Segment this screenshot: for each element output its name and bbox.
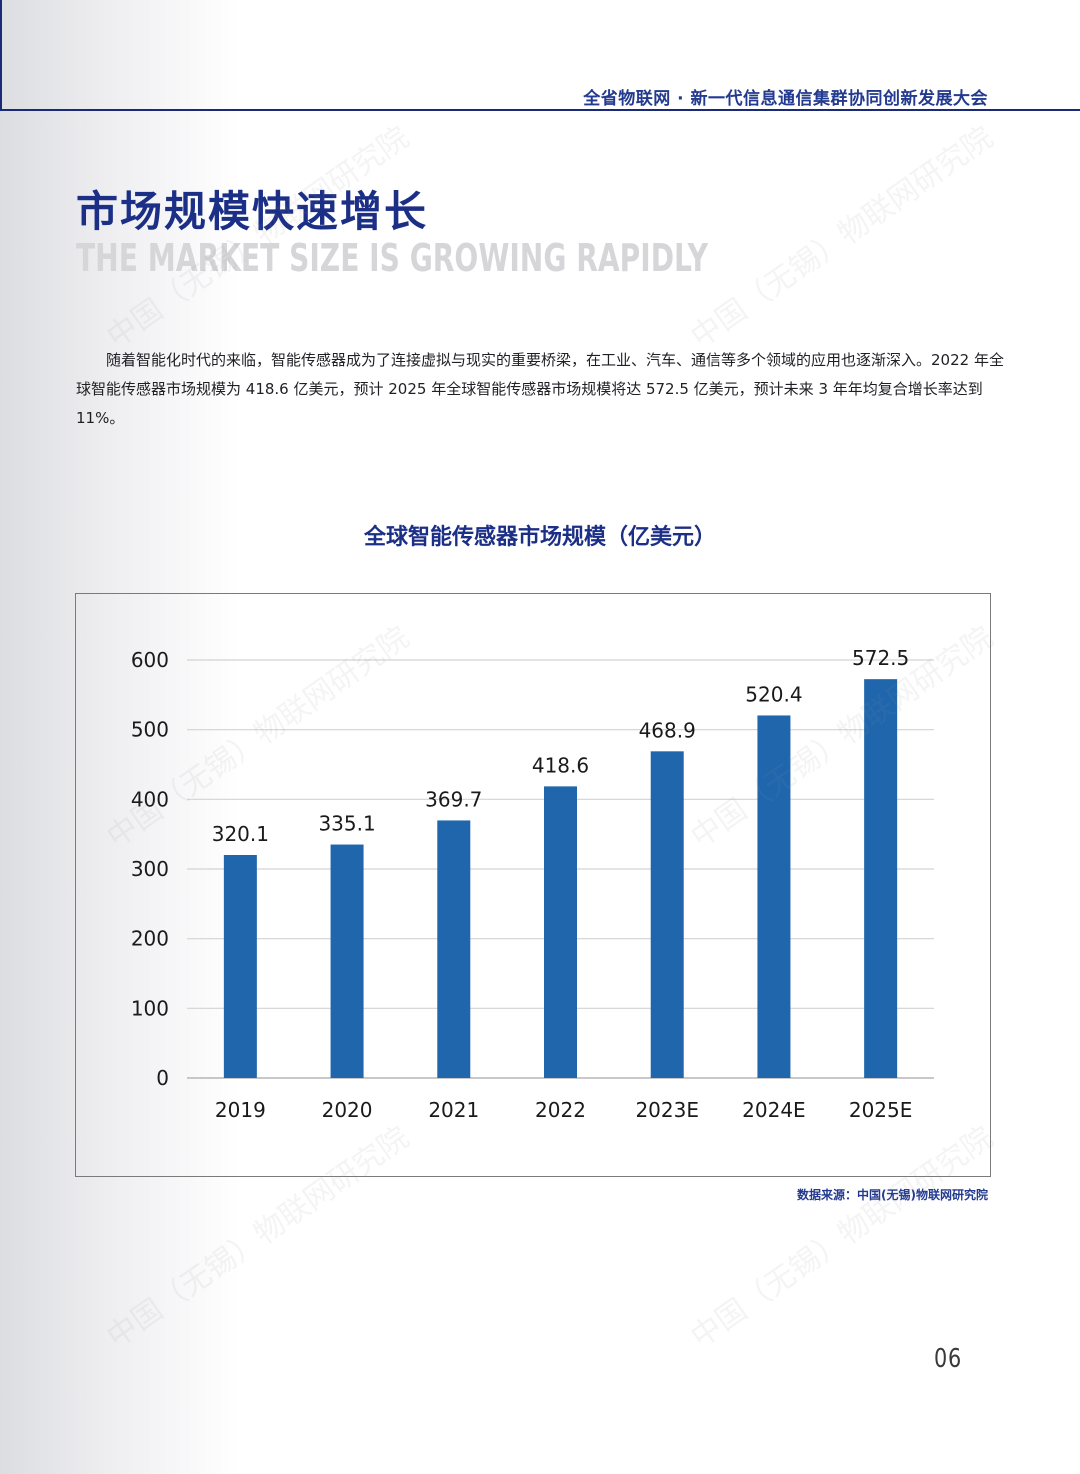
bar-chart: 0 100 200 300 400 500 600 320.1 2019 335.1 2020 369… [131,646,934,1122]
data-label: 320.1 [212,822,269,846]
y-tick-label: 400 [131,787,169,811]
bar [437,820,471,1078]
y-tick-label: 0 [156,1066,169,1090]
y-tick-label: 200 [131,927,169,951]
left-rule [0,0,2,110]
page-number: 06 [933,1344,962,1374]
bar [650,751,684,1078]
data-label: 572.5 [852,646,909,670]
bar [330,844,364,1078]
chart-frame: 0 100 200 300 400 500 600 320.1 2019 335.1 2020 369… [75,593,991,1177]
y-tick-label: 500 [131,718,169,742]
header-rule [0,109,1080,111]
x-tick-label: 2022 [535,1098,586,1122]
x-tick-label: 2020 [322,1098,373,1122]
bar [757,715,791,1078]
y-tick-label: 100 [131,996,169,1020]
watermark: 中国（无锡）物联网研究院 [684,120,1000,356]
x-tick-label: 2021 [428,1098,479,1122]
y-tick-label: 600 [131,648,169,672]
intro-paragraph: 随着智能化时代的来临，智能传感器成为了连接虚拟与现实的重要桥梁，在工业、汽车、通… [76,351,1004,427]
x-tick-label: 2024E [742,1098,806,1122]
section-title: 市场规模快速增长 [76,187,429,236]
data-source: 数据来源：中国(无锡)物联网研究院 [797,1188,988,1202]
chart-title: 全球智能传感器市场规模（亿美元） [363,525,716,550]
x-tick-label: 2019 [215,1098,266,1122]
x-tick-label: 2025E [849,1098,913,1122]
x-tick-label: 2023E [635,1098,699,1122]
bar [864,679,898,1078]
conference-title: 全省物联网 · 新一代信息通信集群协同创新发展大会 [583,89,988,109]
data-label: 418.6 [532,753,589,777]
bar [544,786,577,1078]
section-title-en: THE MARKET SIZE IS GROWING RAPIDLY [76,236,708,280]
data-label: 520.4 [745,682,802,706]
y-tick-label: 300 [131,857,169,881]
bar [223,854,257,1078]
data-label: 468.9 [639,718,696,742]
data-label: 369.7 [425,787,482,811]
data-label: 335.1 [318,812,375,836]
page-side-shade [0,0,240,1474]
